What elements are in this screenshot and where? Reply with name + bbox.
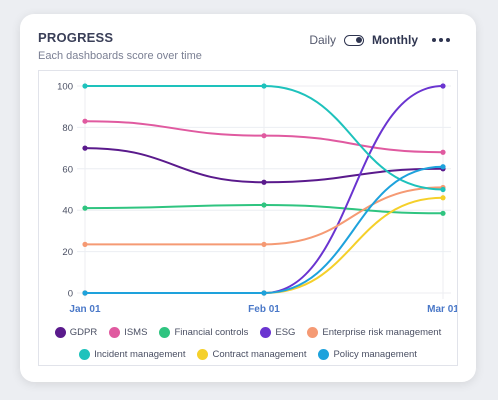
legend-swatch — [109, 326, 121, 338]
y-tick-label: 60 — [62, 164, 73, 175]
toggle-knob — [356, 36, 362, 43]
legend-item-esg[interactable]: ESG — [260, 326, 296, 338]
y-tick-label: 40 — [62, 206, 73, 217]
data-point-enterprise-risk-management — [261, 241, 267, 247]
legend-item-financial-controls[interactable]: Financial controls — [159, 326, 249, 338]
card-title: PROGRESS — [38, 30, 114, 45]
period-toolbar: Daily Monthly — [309, 32, 450, 48]
data-point-incident-management — [440, 186, 446, 193]
data-point-gdpr — [261, 179, 267, 185]
legend-label: ISMS — [124, 326, 148, 338]
legend-label: Enterprise risk management — [322, 326, 442, 338]
progress-card: PROGRESS Each dashboards score over time… — [20, 14, 476, 382]
data-point-contract-management — [440, 195, 446, 201]
data-point-incident-management — [261, 83, 267, 89]
legend-swatch — [54, 326, 66, 338]
data-point-isms — [261, 133, 267, 139]
legend-swatch — [260, 326, 272, 338]
card-subtitle: Each dashboards score over time — [38, 50, 202, 62]
chart-legend: GDPR ISMS Financial controls ESG Enterprise … — [39, 321, 457, 365]
legend-row: Incident management Contract management Po… — [39, 343, 457, 365]
legend-swatch — [318, 348, 330, 360]
legend-swatch — [307, 326, 319, 338]
legend-label: Policy management — [333, 348, 417, 360]
x-tick-label: Feb 01 — [248, 304, 280, 315]
y-tick-label: 0 — [68, 289, 73, 300]
legend-swatch — [197, 348, 209, 360]
legend-item-contract-management[interactable]: Contract management — [197, 348, 307, 360]
data-point-incident-management — [82, 83, 88, 89]
legend-swatch — [79, 348, 91, 360]
legend-label: Financial controls — [174, 326, 249, 338]
y-tick-label: 100 — [57, 82, 73, 93]
data-point-policy-management — [440, 164, 446, 170]
series-line-policy-management — [84, 165, 444, 295]
chart-container: 0 20 40 60 80 100 Jan 01 Feb 01 Mar 01 GDPR ISMS F… — [38, 70, 459, 366]
legend-swatch — [159, 326, 171, 338]
y-tick-label: 20 — [62, 247, 73, 258]
x-tick-label: Mar 01 — [427, 304, 457, 315]
legend-label: GDPR — [69, 326, 98, 338]
data-point-financial-controls — [82, 205, 88, 211]
data-point-policy-management — [82, 290, 88, 296]
data-point-enterprise-risk-management — [82, 241, 88, 247]
data-point-gdpr — [82, 145, 88, 151]
daily-label[interactable]: Daily — [309, 33, 336, 47]
legend-label: Incident management — [94, 348, 186, 360]
series-line-incident-management — [84, 85, 444, 191]
data-point-esg — [440, 83, 446, 89]
data-point-isms — [440, 149, 446, 155]
legend-item-isms[interactable]: ISMS — [109, 326, 148, 338]
data-point-isms — [82, 118, 88, 124]
y-tick-label: 80 — [62, 123, 73, 134]
legend-label: ESG — [275, 326, 296, 338]
legend-label: Contract management — [212, 348, 307, 360]
legend-row: GDPR ISMS Financial controls ESG Enterprise … — [39, 321, 457, 343]
x-tick-label: Jan 01 — [69, 304, 101, 315]
monthly-label[interactable]: Monthly — [372, 33, 418, 47]
legend-item-incident-management[interactable]: Incident management — [79, 348, 186, 360]
line-chart: 0 20 40 60 80 100 Jan 01 Feb 01 Mar 01 — [57, 80, 459, 315]
data-point-policy-management — [261, 290, 267, 296]
legend-item-policy-management[interactable]: Policy management — [318, 348, 417, 360]
data-point-financial-controls — [261, 202, 267, 208]
legend-item-gdpr[interactable]: GDPR — [54, 326, 98, 338]
period-toggle[interactable] — [344, 34, 364, 46]
legend-item-enterprise-risk-management[interactable]: Enterprise risk management — [307, 326, 442, 338]
data-point-financial-controls — [440, 210, 446, 216]
more-options-icon[interactable] — [432, 38, 450, 42]
